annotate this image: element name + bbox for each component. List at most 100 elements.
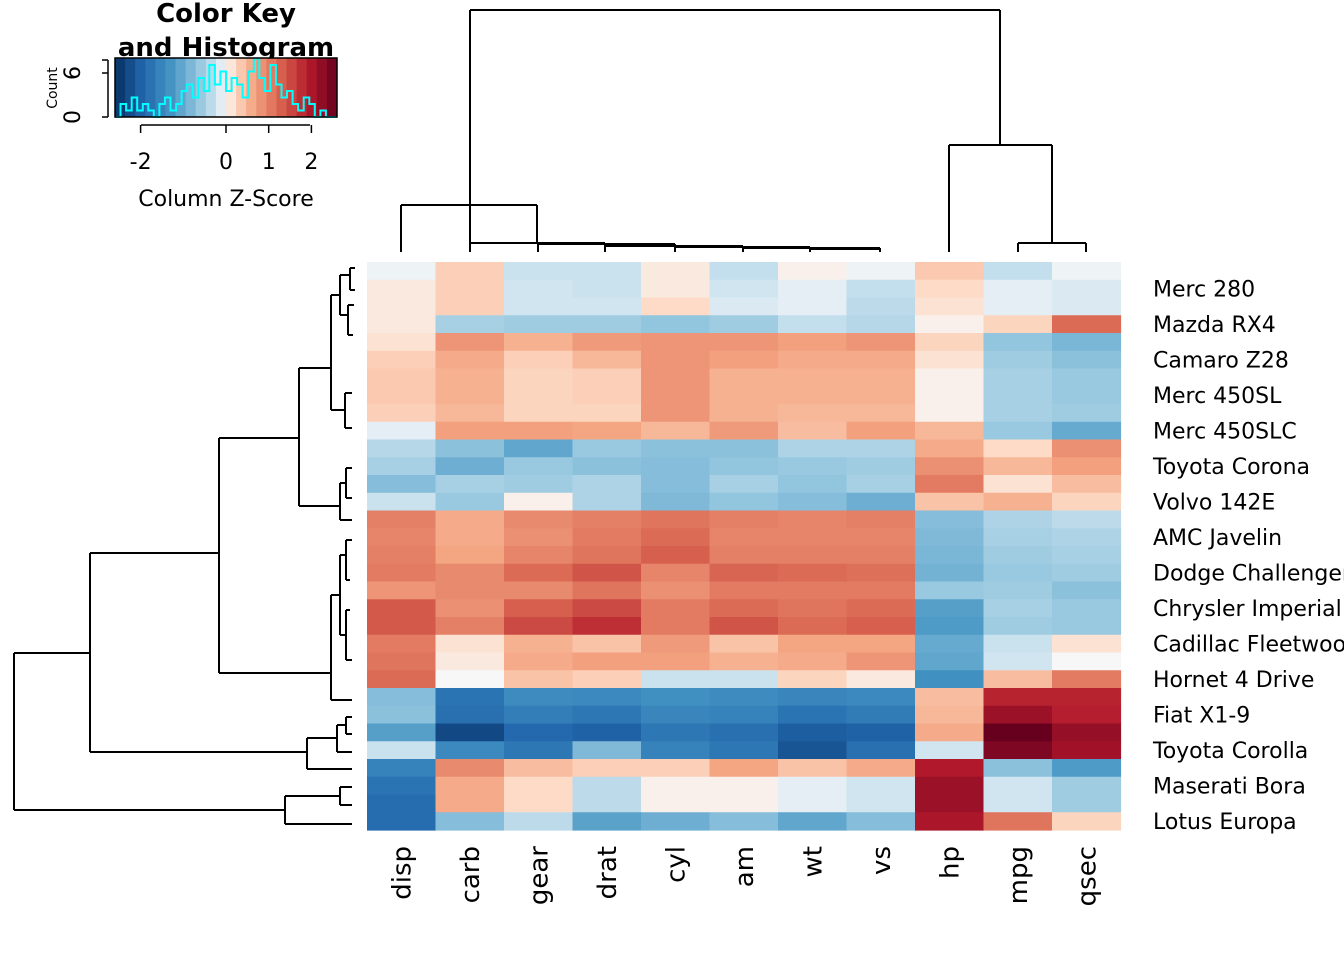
row-label: Hornet 4 Drive [1153,668,1314,693]
heatmap-cell [778,634,848,654]
heatmap-cell [641,297,711,316]
heatmap-cell [367,368,437,387]
heatmap-cell [983,333,1053,352]
heatmap-cell [846,421,916,441]
heatmap-cell [641,404,711,423]
heatmap-cell [572,652,642,671]
heatmap-cell [983,812,1053,831]
heatmap-cell [641,634,711,654]
heatmap-cell [504,723,574,742]
heatmap-cell [504,315,574,334]
heatmap-cell [435,510,505,529]
heatmap-cell [367,279,437,299]
column-label: carb [456,846,486,903]
row-label: Toyota Corolla [1152,739,1308,764]
heatmap-cell [504,279,574,299]
color-key-swatch [246,58,257,117]
heatmap-cell [1052,688,1122,707]
heatmap-cell [1052,581,1122,600]
heatmap-cell [504,457,574,476]
heatmap-cell [983,723,1053,742]
heatmap-cell [641,723,711,742]
row-label: Merc 450SL [1153,384,1282,409]
heatmap-cell [983,599,1053,618]
heatmap-cell [846,546,916,565]
color-key-swatch [256,58,267,117]
heatmap-cell [572,439,642,458]
heatmap-cell [778,528,848,547]
heatmap-cell [915,776,985,796]
heatmap-cell [504,421,574,441]
heatmap-cell [641,386,711,405]
heatmap-cell [778,705,848,725]
heatmap-cell [367,581,437,600]
heatmap-cell [504,705,574,725]
heatmap-cell [915,510,985,529]
heatmap-cell [641,599,711,618]
heatmap-cell [1052,528,1122,547]
heatmap-cell [1052,546,1122,565]
heatmap-cell [846,759,916,778]
heatmap-cell [367,492,437,512]
heatmap-cell [641,368,711,387]
heatmap-cell [504,599,574,618]
heatmap-cell [846,262,916,281]
color-key-swatch [125,58,136,117]
heatmap-cell [572,723,642,742]
heatmap-cell [572,421,642,441]
heatmap-cell [641,510,711,529]
heatmap-cell [778,759,848,778]
heatmap-cell [572,670,642,689]
heatmap-cell [367,812,437,831]
color-key-swatch [306,58,318,117]
heatmap-cell [435,262,505,281]
row-label: Merc 450SLC [1153,420,1297,445]
row-labels: Merc 280 Mazda RX4 Camaro Z28 Merc 450SL Mer… [1152,278,1344,835]
heatmap-cell [709,528,779,547]
heatmap-cell [572,563,642,583]
heatmap-cell [641,741,711,760]
heatmap-cell [709,776,779,796]
heatmap-cell [778,617,848,636]
heatmap-cell [572,315,642,334]
heatmap-cell [641,528,711,547]
heatmap-cell [1052,475,1122,494]
heatmap-cell [709,599,779,618]
heatmap-cell [641,475,711,494]
heatmap-cell [983,386,1053,405]
heatmap-cell [709,652,779,671]
heatmap-cell [709,688,779,707]
color-key-swatch [135,58,146,117]
heatmap-cell [572,297,642,316]
heatmap-cell [641,759,711,778]
color-key-swatch [155,58,166,117]
heatmap-cell [846,688,916,707]
heatmap-cell [983,457,1053,476]
heatmap-cell [915,315,985,334]
heatmap-cell [846,368,916,387]
heatmap-cell [983,617,1053,636]
row-label: Dodge Challenger [1153,562,1344,587]
heatmap-cell [1052,439,1122,458]
heatmap-cells [367,262,1122,831]
heatmap-cell [778,776,848,796]
heatmap-cell [915,634,985,654]
heatmap-cell [641,688,711,707]
row-label: Maserati Bora [1153,775,1306,800]
heatmap-cell [915,794,985,813]
heatmap-cell [983,404,1053,423]
heatmap-cell [367,599,437,618]
heatmap-cell [572,492,642,512]
heatmap-cell [915,421,985,441]
heatmap-cell [709,368,779,387]
heatmap-cell [367,297,437,316]
heatmap-cell [778,279,848,299]
heatmap-cell [572,812,642,831]
heatmap-cell [641,333,711,352]
heatmap-cell [435,599,505,618]
heatmap-cell [846,492,916,512]
heatmap-cell [367,723,437,742]
heatmap-cell [915,475,985,494]
heatmap-cell [778,421,848,441]
heatmap-cell [846,581,916,600]
